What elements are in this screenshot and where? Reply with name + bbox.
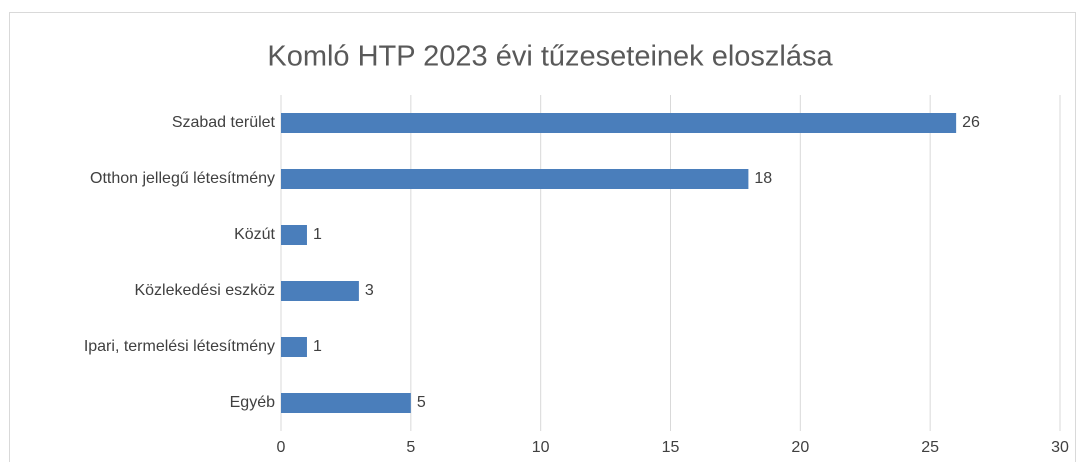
bar: [281, 281, 359, 301]
data-label: 5: [417, 394, 426, 411]
bar: [281, 169, 749, 189]
x-tick-label: 0: [277, 439, 286, 456]
chart-border: [9, 12, 1076, 462]
data-label: 1: [313, 226, 322, 243]
x-tick-label: 15: [662, 439, 680, 456]
data-label: 3: [365, 282, 374, 299]
y-tick-label: Egyéb: [230, 394, 275, 411]
x-tick-label: 20: [791, 439, 809, 456]
data-label: 18: [754, 170, 772, 187]
x-tick-label: 30: [1051, 439, 1069, 456]
data-label: 26: [962, 114, 980, 131]
x-tick-label: 10: [532, 439, 550, 456]
bar: [281, 225, 307, 245]
bar: [281, 113, 957, 133]
y-tick-label: Közlekedési eszköz: [134, 282, 275, 299]
y-tick-label: Ipari, termelési létesítmény: [84, 338, 275, 355]
data-label: 1: [313, 338, 322, 355]
x-tick-label: 25: [921, 439, 939, 456]
y-tick-label: Közút: [234, 226, 275, 243]
chart-title: Komló HTP 2023 évi tűzeseteinek eloszlás…: [267, 41, 833, 73]
bar: [281, 337, 307, 357]
y-tick-label: Otthon jellegű létesítmény: [90, 170, 275, 187]
bar: [281, 393, 411, 413]
x-tick-label: 5: [406, 439, 415, 456]
y-tick-label: Szabad terület: [172, 114, 276, 131]
